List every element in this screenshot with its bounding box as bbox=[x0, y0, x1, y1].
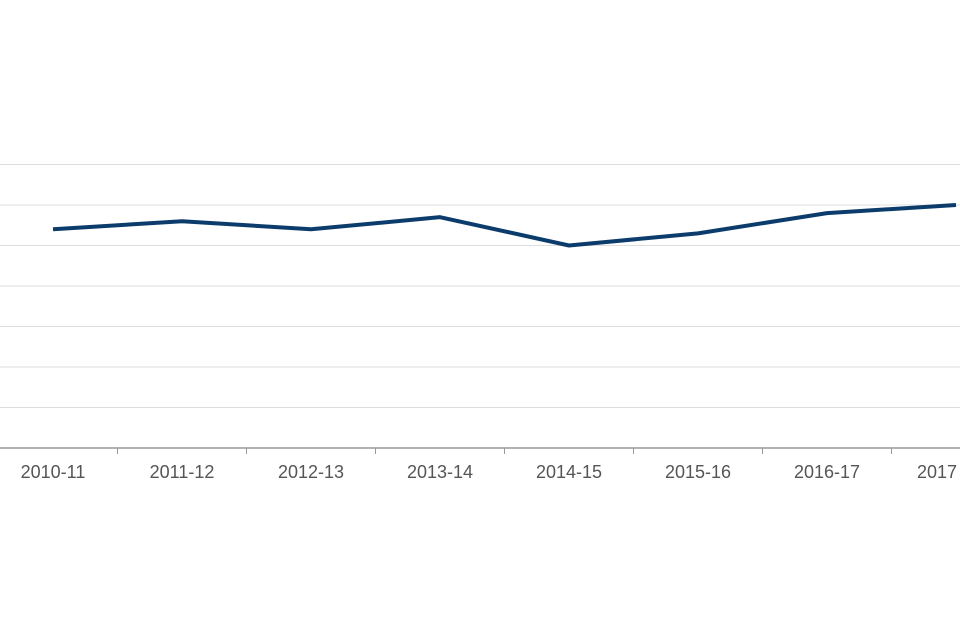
x-tick-label: 2017 bbox=[917, 462, 957, 482]
x-tick-label: 2011-12 bbox=[150, 462, 215, 482]
data-line bbox=[52, 203, 957, 248]
x-tick-label: 2012-13 bbox=[278, 462, 344, 482]
x-tick-label: 2014-15 bbox=[536, 462, 602, 482]
x-tick-label: 2010-11 bbox=[21, 462, 86, 482]
x-tick-label: 2015-16 bbox=[665, 462, 731, 482]
x-tick-label: 2016-17 bbox=[794, 462, 860, 482]
x-tick-label: 2013-14 bbox=[407, 462, 473, 482]
